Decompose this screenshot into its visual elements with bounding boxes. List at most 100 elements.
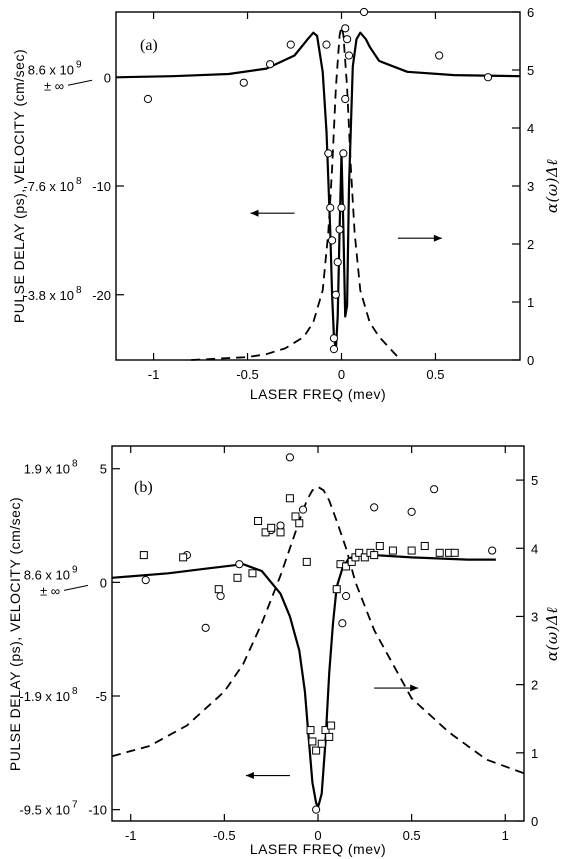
x-axis-title-a: LASER FREQ (mev) [250,386,386,402]
velocity-exponent-a-0: 9 [76,59,82,70]
data-point-square-b-1 [179,553,188,562]
data-point-circle-a-0-21 [435,51,444,60]
velocity-labels-a: 8.6 x 10 9± ∞-7.6 x 10 8-3.8 x 10 8 [23,59,93,303]
data-point-square-b-11 [295,519,304,528]
data-point-square-b-18 [325,732,334,741]
data-point-square-b-12 [302,557,311,566]
velocity-pointer-a-0 [67,79,93,86]
x-tick-label-b-3: 0.5 [403,828,421,843]
right-tick-label-a-0: 0 [527,353,534,368]
chart-panel-a: (a) -1 -0.5 0 0.5 0 -10 -20 0 1 2 3 4 5 6 8.6 x 10 9… [11,5,561,402]
data-point-circle-a-0-18 [343,35,352,44]
left-tick-label-b-3: -10 [88,803,107,818]
data-point-square-b-9 [285,494,294,503]
data-point-circle-b-0-8 [298,505,308,514]
velocity-label-a-2: -3.8 x 10 [23,288,74,303]
axis-arrow-head-b-1 [410,684,419,692]
data-point-square-b-15 [312,746,321,755]
data-point-circle-b-0-16 [488,546,497,555]
right-tick-label-a-6: 6 [527,5,534,20]
velocity-label-a-0: 8.6 x 10 [28,62,74,77]
x-tick-label-a-2: 0 [338,367,345,382]
right-tick-label-a-4: 4 [527,121,534,136]
x-tick-label-b-2: 0 [314,828,321,843]
left-tick-label-a-0: 0 [104,70,111,85]
left-tick-label-a-1: -10 [92,179,111,194]
data-point-square-b-6 [261,528,270,537]
velocity-label-b-1: 8.6 x 10 [24,567,70,582]
y-axis-title-left-a: PULSE DELAY (ps), VELOCITY (cm/sec) [11,49,27,323]
data-point-square-b-33 [435,548,444,557]
x-tick-label-b-1: -0.5 [213,828,235,843]
y-axis-title-left-b: PULSE DELAY (ps), VELOCITY (cm/sec) [7,497,23,771]
velocity-infinity-b-1: ± ∞ [40,583,60,598]
data-point-square-b-22 [342,562,351,571]
right-tick-label-b-1: 1 [531,746,538,761]
right-tick-label-b-2: 2 [531,678,538,693]
data-point-circle-b-0-2 [201,623,210,632]
velocity-label-b-0: 1.9 x 10 [24,462,70,477]
data-point-circle-b-0-6 [276,521,285,530]
data-point-square-b-26 [360,553,369,562]
velocity-labels-b: 1.9 x 10 88.6 x 10 9± ∞-1.9 x 10 8-9.5 x 10… [19,459,89,818]
data-point-circle-b-0-0 [141,575,150,585]
y-axis-title-right-a: α(ω)Δℓ [543,159,561,213]
data-point-square-b-32 [420,542,429,550]
velocity-exponent-b-1: 9 [72,564,78,575]
x-tick-label-b-0: -1 [125,828,137,843]
velocity-pointer-b-1 [63,584,89,591]
panel-label-b: (b) [134,479,153,496]
data-point-circle-a-0-6 [324,149,333,158]
points-b [139,453,497,814]
right-tick-label-a-3: 3 [527,179,534,194]
data-point-circle-a-0-5 [322,40,331,49]
data-point-circle-a-0-0 [143,94,153,104]
data-point-square-b-13 [306,726,315,735]
data-point-circle-b-0-15 [430,485,439,494]
data-point-circle-a-0-14 [337,203,346,212]
data-point-square-b-3 [233,573,242,582]
x-ticks-a: -1 -0.5 0 0.5 [148,12,444,382]
data-point-square-b-31 [407,546,416,555]
delay-curve-a [115,31,521,351]
data-point-circle-a-0-15 [339,149,348,158]
left-ticks-b: 5 0 -5 -10 [88,462,120,818]
data-point-circle-b-0-11 [338,619,347,628]
axis-arrow-head-a-1 [433,234,442,242]
data-point-circle-a-0-3 [286,40,295,49]
right-tick-label-a-2: 2 [527,237,534,252]
data-point-circle-a-0-16 [341,94,350,104]
right-tick-label-a-5: 5 [527,63,534,78]
velocity-exponent-a-2: 8 [76,285,82,296]
data-point-circle-b-0-9 [312,805,321,814]
y-axis-title-right-b: α(ω)Δℓ [543,607,561,661]
right-tick-label-b-5: 5 [531,473,538,488]
right-ticks-a: 0 1 2 3 4 5 6 [512,5,534,368]
absorption-curve-b [111,486,525,775]
data-point-circle-a-0-9 [329,334,339,343]
right-tick-label-b-0: 0 [531,814,538,829]
data-point-square-b-16 [317,739,326,748]
data-point-circle-a-0-12 [333,258,342,267]
data-point-circle-a-0-13 [335,225,344,234]
data-point-square-b-19 [327,721,336,730]
plot-frame-b [111,445,525,822]
x-tick-label-a-1: -0.5 [236,367,258,382]
delay-curve-b [111,554,496,809]
x-tick-label-a-3: 0.5 [426,367,444,382]
left-tick-label-b-1: 0 [100,575,107,590]
data-point-square-b-28 [370,551,379,560]
data-point-circle-a-0-11 [331,290,340,299]
x-tick-label-b-4: 1 [502,828,509,843]
curves-b [111,486,525,809]
data-point-square-b-10 [291,512,300,521]
data-point-circle-a-0-7 [326,203,335,212]
panel-label-a: (a) [140,37,158,54]
data-point-square-b-29 [375,542,384,550]
velocity-label-b-2: -1.9 x 10 [19,689,70,704]
arrows-a [250,209,442,242]
velocity-label-a-1: -7.6 x 10 [23,179,74,194]
data-point-square-b-14 [308,737,317,746]
x-axis-title-b: LASER FREQ (mev) [250,841,386,857]
